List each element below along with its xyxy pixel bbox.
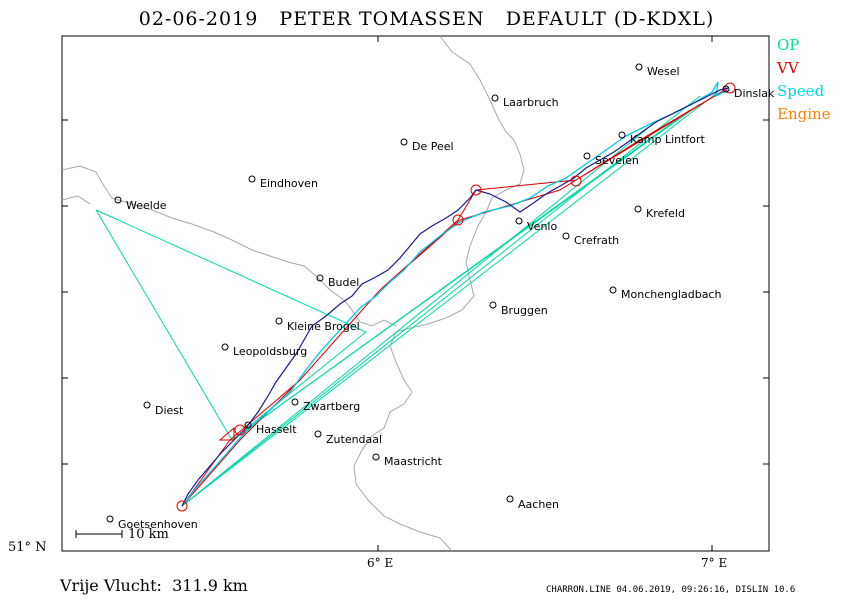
- legend: OP VV Speed Engine: [777, 34, 831, 126]
- city-dinslak: Dinslak: [734, 87, 775, 100]
- city-kleine-brogel: Kleine Brogel: [287, 320, 360, 333]
- legend-engine: Engine: [777, 105, 831, 123]
- turnpoints: [176, 82, 736, 512]
- lon-label-7e: 7° E: [701, 556, 727, 570]
- axis-ticks: [62, 36, 769, 551]
- city-leopoldsburg: Leopoldsburg: [233, 345, 307, 358]
- city-labels: Wesel Dinslak Laarbruch Kamp Lintfort De…: [118, 65, 775, 531]
- country-borders: [61, 35, 525, 552]
- scale-bar-label: 10 km: [128, 527, 169, 542]
- lon-label-6e: 6° E: [367, 556, 393, 570]
- free-flight-value: 311.9 km: [172, 576, 248, 595]
- city-laarbruch: Laarbruch: [503, 96, 559, 109]
- legend-op: OP: [777, 36, 800, 54]
- city-diest: Diest: [155, 404, 184, 417]
- city-hasselt: Hasselt: [256, 423, 297, 436]
- flight-date: 02-06-2019: [138, 8, 259, 30]
- city-eindhoven: Eindhoven: [260, 177, 318, 190]
- legend-vv: VV: [777, 59, 799, 77]
- op-task-lines: [95, 209, 367, 441]
- city-crefrath: Crefrath: [574, 234, 619, 247]
- scale-bar: [75, 530, 123, 538]
- city-wesel: Wesel: [647, 65, 680, 78]
- flight-title: 02-06-2019 PETER TOMASSEN DEFAULT (D-KDX…: [0, 8, 853, 30]
- glider-class: DEFAULT: [505, 8, 607, 30]
- city-zutendaal: Zutendaal: [326, 433, 382, 446]
- city-aachen: Aachen: [518, 498, 559, 511]
- city-monchengladbach: Monchengladbach: [621, 288, 721, 301]
- city-venlo: Venlo: [527, 220, 557, 233]
- city-zwartberg: Zwartberg: [303, 400, 360, 413]
- lat-label: 51° N: [8, 540, 47, 555]
- free-flight-label: Vrije Vlucht:: [60, 576, 162, 595]
- footer-info: CHARRON.LINE 04.06.2019, 09:26:16, DISLI…: [546, 585, 796, 595]
- city-de-peel: De Peel: [412, 140, 454, 153]
- city-goetsenhoven: Goetsenhoven: [118, 518, 198, 531]
- city-markers: [106, 63, 730, 523]
- op-return-lines: [181, 127, 649, 507]
- city-krefeld: Krefeld: [646, 207, 685, 220]
- start-triangle: [218, 426, 235, 441]
- city-sevelen: Sevelen: [595, 154, 639, 167]
- pilot-name: PETER TOMASSEN: [279, 8, 485, 30]
- city-maastricht: Maastricht: [384, 455, 443, 468]
- glider-registration: (D-KDXL): [613, 8, 715, 30]
- map-frame: [61, 35, 770, 552]
- city-bruggen: Bruggen: [501, 304, 548, 317]
- city-budel: Budel: [328, 276, 359, 289]
- free-flight-distance: Vrije Vlucht: 311.9 km: [60, 576, 248, 595]
- flight-trace: [181, 87, 729, 507]
- city-weelde: Weelde: [126, 199, 167, 212]
- city-kamp-lintfort: Kamp Lintfort: [630, 133, 706, 146]
- legend-speed: Speed: [777, 82, 825, 100]
